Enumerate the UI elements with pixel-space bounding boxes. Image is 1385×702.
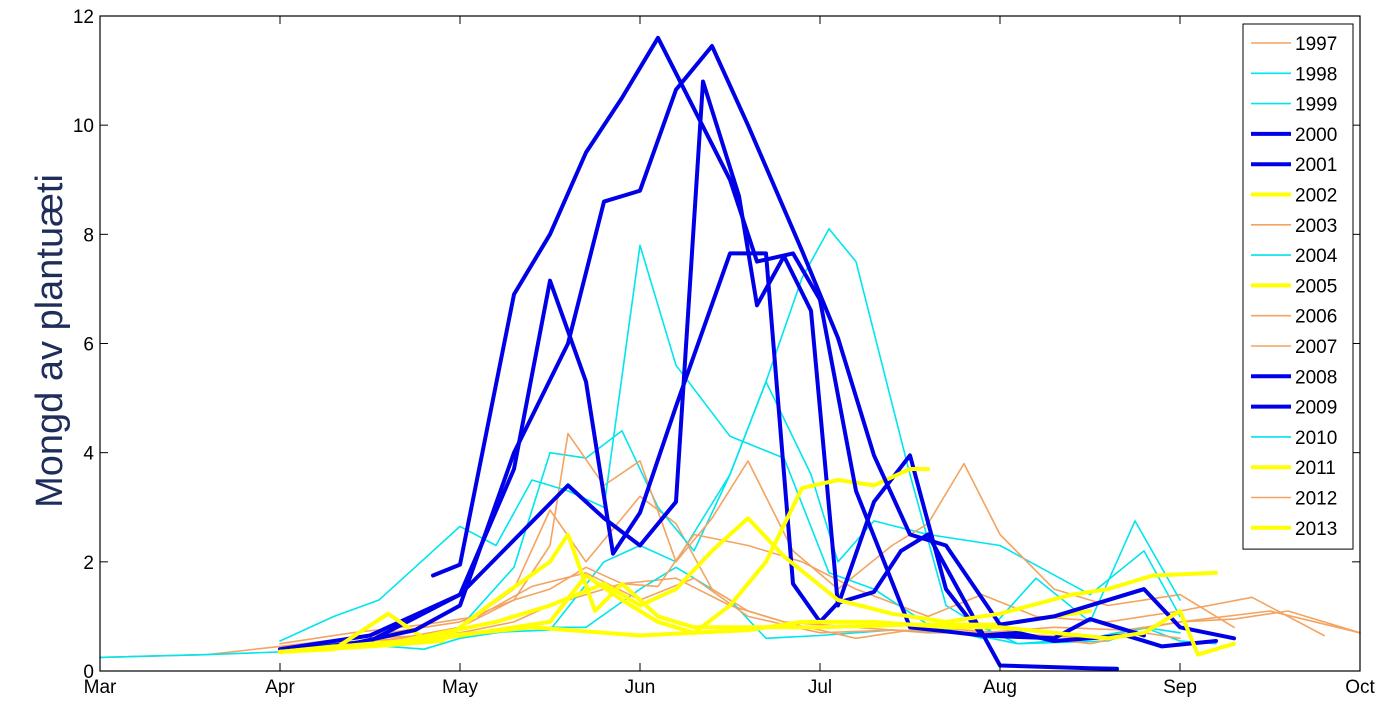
x-tick-label: Jul (808, 677, 832, 698)
legend: 1997 1998 1999 2000 2001 2002 2003 2004 2005 2006… (1242, 23, 1354, 550)
series-line-2010 (279, 244, 1181, 642)
series-layer (99, 35, 1361, 671)
legend-label-2002: 2002 (1295, 186, 1337, 207)
x-tick-label: Mar (84, 677, 117, 698)
legend-label-2012: 2012 (1295, 489, 1337, 510)
series-line-2006 (369, 533, 1325, 645)
legend-label-1997: 1997 (1295, 34, 1337, 55)
x-tick-label: Apr (265, 677, 295, 698)
y-tick-label: 10 (73, 116, 94, 137)
x-tick-label: Sep (1163, 677, 1197, 698)
legend-label-2008: 2008 (1295, 367, 1337, 388)
series-line-2008 (431, 35, 1218, 649)
series-line-2009 (350, 44, 1236, 646)
y-tick-label: 12 (73, 7, 94, 28)
y-tick-label: 4 (83, 444, 94, 465)
legend-label-2006: 2006 (1295, 307, 1337, 328)
legend-label-2001: 2001 (1295, 155, 1337, 176)
x-tick-label: Jun (625, 677, 656, 698)
x-tick-label: Oct (1345, 677, 1375, 698)
y-axis-title: Mongd av plantuæti (29, 174, 71, 508)
legend-label-2004: 2004 (1295, 246, 1338, 267)
legend-label-1999: 1999 (1295, 95, 1337, 116)
legend-label-2005: 2005 (1295, 276, 1337, 297)
x-tick-label: May (442, 677, 478, 698)
axes-layer: Mar Apr May Jun Jul Aug Sep Oct 0 2 4 6 8 10 12 (73, 7, 1376, 698)
legend-label-1998: 1998 (1295, 64, 1337, 85)
series-line-2007 (279, 432, 1235, 648)
y-tick-label: 0 (83, 662, 94, 683)
legend-label-2011: 2011 (1295, 458, 1336, 479)
legend-label-2010: 2010 (1295, 428, 1337, 449)
legend-label-2013: 2013 (1295, 519, 1337, 540)
y-tick-label: 6 (83, 335, 94, 356)
series-line-2011 (278, 516, 1218, 654)
legend-label-2009: 2009 (1295, 398, 1337, 419)
legend-label-2003: 2003 (1295, 216, 1337, 237)
series-line-2013 (278, 573, 1236, 657)
y-tick-label: 8 (83, 225, 94, 246)
y-tick-label: 2 (83, 553, 94, 574)
legend-label-2007: 2007 (1295, 337, 1337, 358)
x-tick-label: Aug (983, 677, 1017, 698)
legend-label-2000: 2000 (1295, 125, 1337, 146)
